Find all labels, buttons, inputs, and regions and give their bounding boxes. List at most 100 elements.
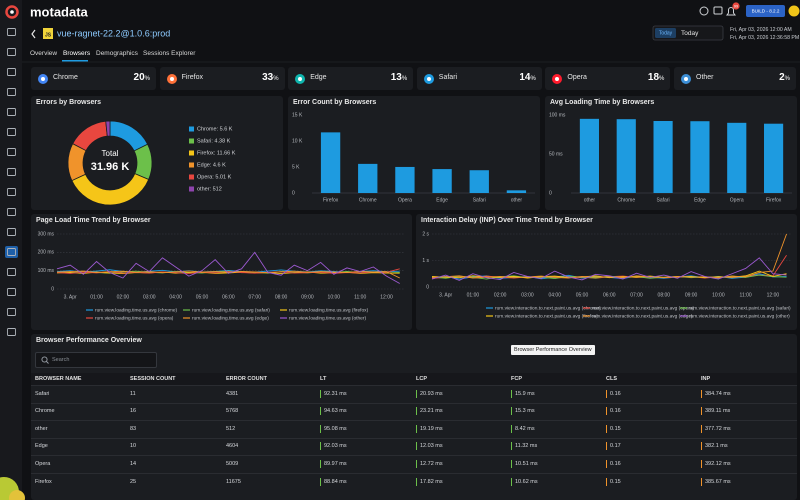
- share-value: 18: [647, 72, 660, 83]
- sidebar-icon[interactable]: [7, 328, 16, 336]
- x-tick-label: 10:00: [712, 292, 725, 298]
- metric-indicator: [320, 442, 322, 451]
- bell-icon[interactable]: [726, 7, 736, 16]
- metric-indicator: [511, 407, 513, 416]
- metric-indicator: [320, 407, 322, 416]
- metric-indicator: [606, 424, 608, 433]
- table-cell: 0.16: [610, 460, 621, 467]
- chat-icon[interactable]: [713, 6, 723, 15]
- share-value: 14: [519, 72, 531, 83]
- x-tick-label: Firefox: [766, 197, 782, 203]
- metric-indicator: [511, 424, 513, 433]
- bar: [358, 163, 378, 193]
- browser-icon-center: [169, 77, 174, 81]
- chart-title: Errors by Browsers: [36, 99, 101, 106]
- table-cell: 5768: [226, 408, 239, 415]
- sidebar-icon[interactable]: [7, 108, 16, 116]
- y-tick-label: 10 K: [292, 138, 303, 144]
- sidebar-icon[interactable]: [7, 208, 16, 216]
- x-tick-label: 10:00: [328, 294, 341, 300]
- browser-name: Edge: [310, 74, 327, 81]
- x-tick-label: Opera: [398, 197, 412, 203]
- range-start: Fri, Apr 03, 2026 12:00 AM: [730, 27, 792, 33]
- sidebar-icon[interactable]: [7, 48, 16, 56]
- x-tick-label: 04:00: [548, 292, 561, 298]
- x-tick-label: 3. Apr: [439, 292, 452, 298]
- user-avatar[interactable]: [788, 5, 800, 17]
- y-tick-label: 15 K: [292, 112, 303, 118]
- table-cell: 83: [130, 425, 137, 432]
- x-tick-label: 05:00: [576, 292, 589, 298]
- back-arrow[interactable]: [31, 29, 36, 39]
- table-cell: 92.03 ms: [324, 443, 347, 450]
- range-chip[interactable]: [655, 28, 676, 38]
- chart: Chrome: 5.6 K Safari: 4.38 K Firefox: 11.6…: [67, 120, 236, 206]
- sidebar-icon[interactable]: [7, 68, 16, 76]
- series-line: [56, 270, 400, 279]
- share-unit: %: [273, 76, 279, 82]
- metric-indicator: [320, 389, 322, 398]
- tab[interactable]: Demographics: [96, 50, 138, 57]
- table-cell: 0.17: [610, 443, 621, 450]
- x-tick-label: 05:00: [196, 294, 209, 300]
- sidebar-icon[interactable]: [7, 188, 16, 196]
- browser-share: 20%: [134, 72, 150, 83]
- y-tick-label: 100 ms: [38, 268, 55, 274]
- series-line: [56, 251, 400, 284]
- sidebar-icon[interactable]: [7, 128, 16, 136]
- metric-indicator: [320, 477, 322, 486]
- column-header: LCP: [416, 376, 427, 382]
- build-label: BUILD - 8.2.2: [752, 9, 780, 14]
- sidebar-icon[interactable]: [7, 148, 16, 156]
- table-cell: 15.3 ms: [515, 408, 535, 415]
- x-tick-label: Safari: [657, 197, 670, 203]
- search-box[interactable]: Search: [35, 352, 157, 368]
- browser-icon-center: [426, 77, 431, 81]
- table-cell: 23.21 ms: [420, 408, 443, 415]
- tab-active[interactable]: Browsers: [63, 50, 91, 57]
- sidebar-icon[interactable]: [7, 88, 16, 96]
- sidebar-icon[interactable]: [7, 28, 16, 36]
- y-tick-label: 200 ms: [38, 250, 55, 256]
- browser-icon-center: [41, 77, 45, 81]
- metric-indicator: [701, 389, 703, 398]
- legend-swatch: [189, 174, 194, 180]
- metric-indicator: [416, 424, 418, 433]
- sidebar-icon[interactable]: [7, 168, 16, 176]
- browser-share: 18%: [648, 72, 664, 83]
- y-tick-label: 0: [292, 190, 295, 196]
- sidebar-icon[interactable]: [7, 288, 16, 296]
- sidebar-icon[interactable]: [7, 268, 16, 276]
- notification-count: 99: [734, 3, 739, 8]
- table-cell: 377.72 ms: [705, 425, 731, 432]
- donut-segment: [109, 120, 149, 152]
- range-label: Today: [681, 30, 699, 37]
- bar: [395, 166, 415, 193]
- donut-center-value: 31.96 K: [91, 161, 130, 173]
- tab[interactable]: Sessions Explorer: [143, 50, 196, 57]
- legend-label: rum.view.interaction.to.next.paint.us.av…: [592, 305, 695, 311]
- table-cell: Edge: [35, 443, 48, 450]
- x-tick-label: 02:00: [117, 294, 130, 300]
- share-unit: %: [784, 76, 790, 82]
- sidebar-icon[interactable]: [7, 308, 16, 316]
- sidebar-icon[interactable]: [7, 228, 16, 236]
- sidebar-icon[interactable]: [7, 248, 16, 256]
- row-divider: [31, 420, 797, 421]
- share-value: 33: [262, 72, 274, 83]
- tab[interactable]: Overview: [30, 50, 58, 57]
- browser-share: 2%: [779, 72, 790, 83]
- browser-card: Firefox 33%: [159, 67, 285, 90]
- table-cell: 382.1 ms: [705, 443, 728, 450]
- legend-label: Chrome: 5.6 K: [197, 126, 233, 132]
- app-icon: [43, 28, 53, 39]
- search-placeholder: Search: [52, 356, 70, 363]
- legend-label: rum.view.interaction.to.next.paint.us.av…: [495, 313, 598, 319]
- theme-toggle[interactable]: [699, 6, 709, 16]
- metric-indicator: [606, 407, 608, 416]
- search-icon-handle: [46, 361, 49, 364]
- y-tick-label: 0: [549, 190, 552, 196]
- column-header: BROWSER NAME: [35, 376, 82, 382]
- table-cell: Safari: [35, 390, 50, 397]
